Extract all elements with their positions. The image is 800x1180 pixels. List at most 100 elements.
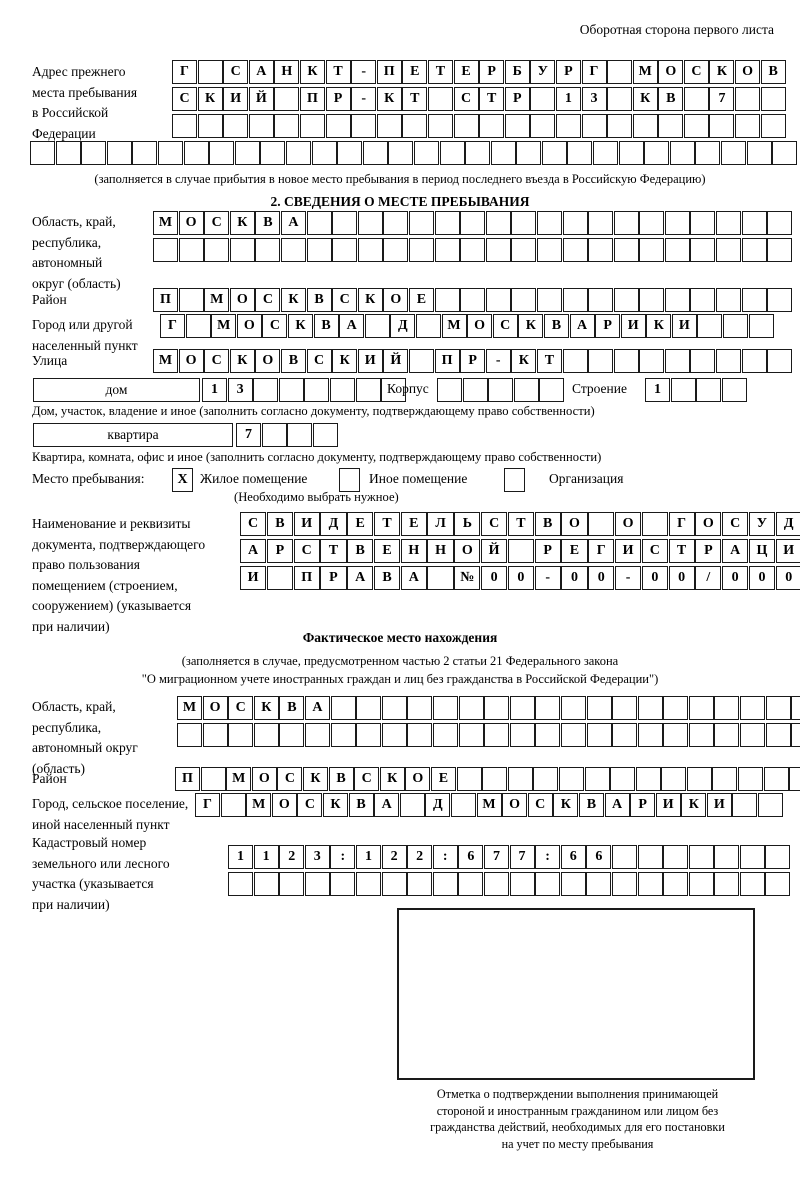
- char-cell[interactable]: [641, 512, 668, 536]
- char-cell[interactable]: Г: [172, 60, 197, 84]
- char-cell[interactable]: [383, 211, 409, 235]
- char-cell[interactable]: [197, 114, 223, 138]
- char-cell[interactable]: [479, 114, 505, 138]
- char-cell[interactable]: [408, 211, 434, 235]
- char-cell[interactable]: А: [604, 793, 630, 817]
- char-cell[interactable]: М: [226, 767, 252, 791]
- char-cell[interactable]: [613, 238, 639, 262]
- char-cell[interactable]: [202, 723, 228, 747]
- char-cell[interactable]: Ц: [748, 539, 776, 563]
- char-cell[interactable]: [460, 211, 486, 235]
- char-cell[interactable]: [695, 141, 721, 165]
- char-cell[interactable]: А: [280, 211, 306, 235]
- char-cell[interactable]: [255, 238, 281, 262]
- char-cell[interactable]: М: [632, 60, 658, 84]
- char-cell[interactable]: Г: [668, 512, 695, 536]
- char-cell[interactable]: [55, 141, 81, 165]
- char-cell[interactable]: Н: [427, 539, 454, 563]
- char-cell[interactable]: Т: [507, 512, 534, 536]
- char-cell[interactable]: 0: [722, 566, 749, 590]
- char-cell[interactable]: 7: [509, 845, 535, 869]
- char-cell[interactable]: [465, 141, 491, 165]
- char-cell[interactable]: -: [614, 566, 642, 590]
- char-cell[interactable]: В: [279, 696, 305, 720]
- char-cell[interactable]: С: [255, 288, 281, 312]
- char-cell[interactable]: В: [280, 349, 306, 373]
- char-cell[interactable]: 7: [709, 87, 735, 111]
- char-cell[interactable]: [485, 211, 511, 235]
- char-cell[interactable]: С: [172, 87, 197, 111]
- char-cell[interactable]: [482, 767, 508, 791]
- char-cell[interactable]: [746, 141, 772, 165]
- char-cell[interactable]: В: [348, 793, 374, 817]
- char-cell[interactable]: [613, 349, 639, 373]
- previous-address-row-3[interactable]: [172, 114, 786, 138]
- char-cell[interactable]: [456, 767, 482, 791]
- char-cell[interactable]: [760, 87, 786, 111]
- char-cell[interactable]: [739, 872, 765, 896]
- char-cell[interactable]: [758, 793, 784, 817]
- char-cell[interactable]: [229, 238, 255, 262]
- char-cell[interactable]: [278, 378, 304, 402]
- char-cell[interactable]: В: [255, 211, 281, 235]
- char-cell[interactable]: 7: [483, 845, 509, 869]
- char-cell[interactable]: В: [543, 314, 569, 338]
- char-cell[interactable]: Р: [320, 566, 347, 590]
- char-cell[interactable]: [488, 378, 514, 402]
- char-cell[interactable]: К: [322, 793, 348, 817]
- char-cell[interactable]: Е: [347, 512, 374, 536]
- char-cell[interactable]: [741, 288, 767, 312]
- char-cell[interactable]: [299, 114, 325, 138]
- char-cell[interactable]: [663, 845, 689, 869]
- char-cell[interactable]: С: [240, 512, 267, 536]
- char-cell[interactable]: [721, 141, 747, 165]
- char-cell[interactable]: К: [229, 349, 255, 373]
- stay-option-0-checkbox[interactable]: X: [172, 468, 193, 492]
- char-cell[interactable]: /: [695, 566, 722, 590]
- char-cell[interactable]: К: [302, 767, 328, 791]
- char-cell[interactable]: М: [211, 314, 237, 338]
- char-cell[interactable]: [637, 696, 663, 720]
- char-cell[interactable]: 0: [561, 566, 588, 590]
- char-cell[interactable]: [178, 288, 204, 312]
- char-cell[interactable]: [669, 141, 695, 165]
- char-cell[interactable]: К: [511, 349, 537, 373]
- char-cell[interactable]: [509, 872, 535, 896]
- char-cell[interactable]: А: [339, 314, 365, 338]
- char-cell[interactable]: [228, 872, 253, 896]
- char-cell[interactable]: [253, 378, 279, 402]
- char-cell[interactable]: О: [695, 512, 722, 536]
- char-cell[interactable]: С: [722, 512, 749, 536]
- char-cell[interactable]: [427, 87, 453, 111]
- char-cell[interactable]: Г: [588, 539, 615, 563]
- char-cell[interactable]: [588, 288, 614, 312]
- char-cell[interactable]: К: [379, 767, 405, 791]
- char-cell[interactable]: [434, 288, 460, 312]
- char-cell[interactable]: В: [760, 60, 786, 84]
- char-cell[interactable]: [714, 696, 740, 720]
- char-cell[interactable]: [458, 696, 484, 720]
- char-cell[interactable]: [663, 723, 689, 747]
- char-cell[interactable]: 6: [560, 845, 586, 869]
- char-cell[interactable]: [330, 872, 356, 896]
- char-cell[interactable]: 7: [236, 423, 261, 447]
- char-cell[interactable]: [432, 696, 458, 720]
- char-cell[interactable]: М: [153, 349, 178, 373]
- char-cell[interactable]: [253, 723, 279, 747]
- char-cell[interactable]: [357, 238, 383, 262]
- char-cell[interactable]: [261, 423, 287, 447]
- char-cell[interactable]: К: [553, 793, 579, 817]
- stay-option-2-checkbox[interactable]: [504, 468, 525, 492]
- char-cell[interactable]: [607, 60, 633, 84]
- char-cell[interactable]: [716, 211, 742, 235]
- char-cell[interactable]: [697, 314, 723, 338]
- char-cell[interactable]: [458, 723, 484, 747]
- char-cell[interactable]: О: [178, 349, 204, 373]
- char-cell[interactable]: [304, 378, 330, 402]
- char-cell[interactable]: [613, 211, 639, 235]
- char-cell[interactable]: [658, 114, 684, 138]
- char-cell[interactable]: [639, 238, 665, 262]
- char-cell[interactable]: [460, 288, 486, 312]
- char-cell[interactable]: [586, 696, 612, 720]
